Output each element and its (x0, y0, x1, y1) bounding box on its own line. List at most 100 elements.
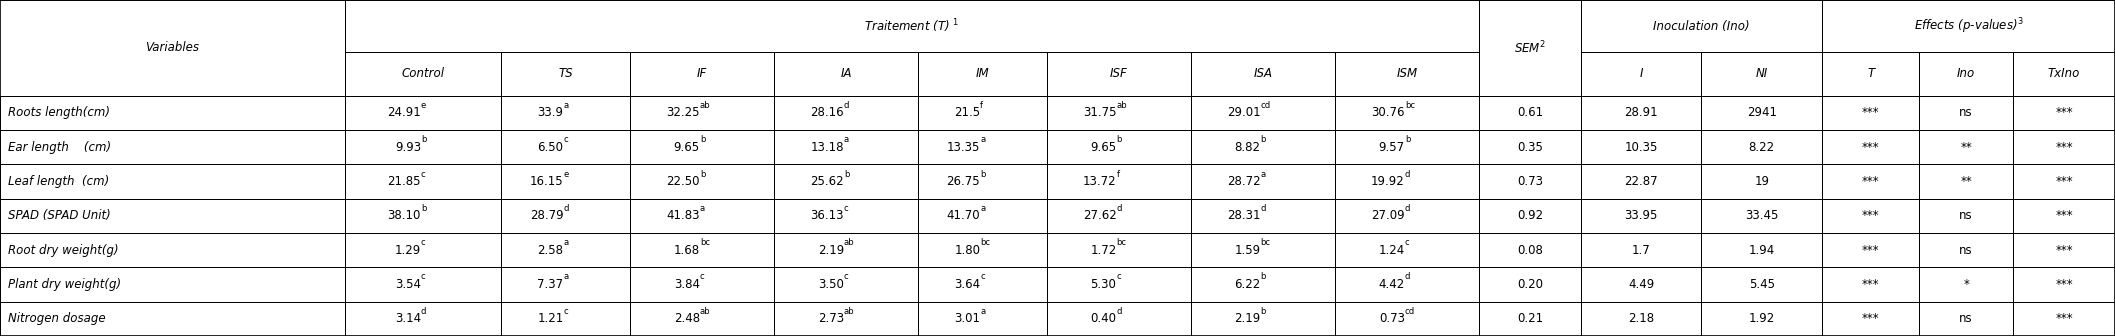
Text: 28.31: 28.31 (1227, 209, 1261, 222)
Text: ISF: ISF (1110, 68, 1127, 80)
Text: bc: bc (979, 238, 990, 247)
Text: 22.50: 22.50 (666, 175, 700, 188)
Text: Traitement (T) $^{1}$: Traitement (T) $^{1}$ (865, 17, 960, 35)
Text: 30.76: 30.76 (1371, 107, 1404, 119)
Text: c: c (421, 169, 425, 178)
Text: bc: bc (700, 238, 711, 247)
Text: 0.35: 0.35 (1516, 141, 1542, 154)
Text: 7.37: 7.37 (537, 278, 563, 291)
Text: 2.19: 2.19 (1235, 312, 1261, 325)
Text: 32.25: 32.25 (666, 107, 700, 119)
Text: 2.73: 2.73 (819, 312, 844, 325)
Text: 13.72: 13.72 (1083, 175, 1117, 188)
Text: a: a (979, 307, 986, 316)
Text: c: c (979, 272, 986, 282)
Text: 0.21: 0.21 (1516, 312, 1544, 325)
Text: 4.49: 4.49 (1629, 278, 1654, 291)
Text: 29.01: 29.01 (1227, 107, 1261, 119)
Text: c: c (421, 238, 425, 247)
Text: d: d (1404, 169, 1411, 178)
Text: TS: TS (558, 68, 573, 80)
Text: I: I (1639, 68, 1643, 80)
Text: 33.9: 33.9 (537, 107, 563, 119)
Text: ***: *** (2056, 175, 2073, 188)
Text: 2.18: 2.18 (1629, 312, 1654, 325)
Text: *: * (1963, 278, 1969, 291)
Text: 1.94: 1.94 (1749, 244, 1774, 257)
Text: 5.30: 5.30 (1091, 278, 1117, 291)
Text: Variables: Variables (146, 41, 199, 54)
Text: Ino: Ino (1956, 68, 1975, 80)
Text: c: c (1117, 272, 1121, 282)
Text: ***: *** (1861, 175, 1880, 188)
Text: d: d (1404, 204, 1411, 213)
Text: 5.45: 5.45 (1749, 278, 1774, 291)
Text: 3.01: 3.01 (954, 312, 979, 325)
Text: 9.65: 9.65 (673, 141, 700, 154)
Text: ab: ab (844, 238, 854, 247)
Text: Effects (p-values)$^{3}$: Effects (p-values)$^{3}$ (1914, 16, 2024, 36)
Text: T: T (1868, 68, 1874, 80)
Text: 2.58: 2.58 (537, 244, 563, 257)
Text: d: d (844, 101, 850, 110)
Text: 41.70: 41.70 (948, 209, 979, 222)
Text: d: d (421, 307, 427, 316)
Text: a: a (979, 135, 986, 144)
Text: Leaf length  (cm): Leaf length (cm) (8, 175, 110, 188)
Text: 38.10: 38.10 (387, 209, 421, 222)
Text: a: a (563, 101, 569, 110)
Text: 1.24: 1.24 (1379, 244, 1404, 257)
Text: ab: ab (1117, 101, 1127, 110)
Text: 1.7: 1.7 (1631, 244, 1650, 257)
Text: ***: *** (2056, 209, 2073, 222)
Text: 6.50: 6.50 (537, 141, 563, 154)
Text: NI: NI (1755, 68, 1768, 80)
Text: 21.5: 21.5 (954, 107, 979, 119)
Text: bc: bc (1117, 238, 1127, 247)
Text: 3.64: 3.64 (954, 278, 979, 291)
Text: e: e (421, 101, 425, 110)
Text: 1.80: 1.80 (954, 244, 979, 257)
Text: ***: *** (2056, 244, 2073, 257)
Text: 27.09: 27.09 (1371, 209, 1404, 222)
Text: 26.75: 26.75 (948, 175, 979, 188)
Text: ns: ns (1958, 244, 1973, 257)
Text: b: b (1261, 135, 1267, 144)
Text: 1.92: 1.92 (1749, 312, 1774, 325)
Text: 24.91: 24.91 (387, 107, 421, 119)
Text: 1.68: 1.68 (673, 244, 700, 257)
Text: c: c (421, 272, 425, 282)
Text: SPAD (SPAD Unit): SPAD (SPAD Unit) (8, 209, 112, 222)
Text: ns: ns (1958, 209, 1973, 222)
Text: a: a (1261, 169, 1267, 178)
Text: d: d (1117, 204, 1121, 213)
Text: ***: *** (1861, 141, 1880, 154)
Text: 41.83: 41.83 (666, 209, 700, 222)
Text: c: c (700, 272, 704, 282)
Text: Inoculation (Ino): Inoculation (Ino) (1654, 19, 1749, 33)
Text: 25.62: 25.62 (810, 175, 844, 188)
Text: b: b (1117, 135, 1121, 144)
Text: Root dry weight(g): Root dry weight(g) (8, 244, 118, 257)
Text: 6.22: 6.22 (1235, 278, 1261, 291)
Text: ns: ns (1958, 312, 1973, 325)
Text: e: e (563, 169, 569, 178)
Text: ***: *** (1861, 244, 1880, 257)
Text: 10.35: 10.35 (1624, 141, 1658, 154)
Text: d: d (1404, 272, 1411, 282)
Text: 9.57: 9.57 (1379, 141, 1404, 154)
Text: 28.72: 28.72 (1227, 175, 1261, 188)
Text: 1.59: 1.59 (1235, 244, 1261, 257)
Text: 2.48: 2.48 (673, 312, 700, 325)
Text: a: a (700, 204, 704, 213)
Text: c: c (563, 307, 569, 316)
Text: c: c (563, 135, 569, 144)
Text: IA: IA (840, 68, 852, 80)
Text: a: a (563, 272, 569, 282)
Text: c: c (844, 272, 848, 282)
Text: 33.95: 33.95 (1624, 209, 1658, 222)
Text: b: b (421, 204, 427, 213)
Text: 36.13: 36.13 (810, 209, 844, 222)
Text: ***: *** (2056, 312, 2073, 325)
Text: Roots length(cm): Roots length(cm) (8, 107, 110, 119)
